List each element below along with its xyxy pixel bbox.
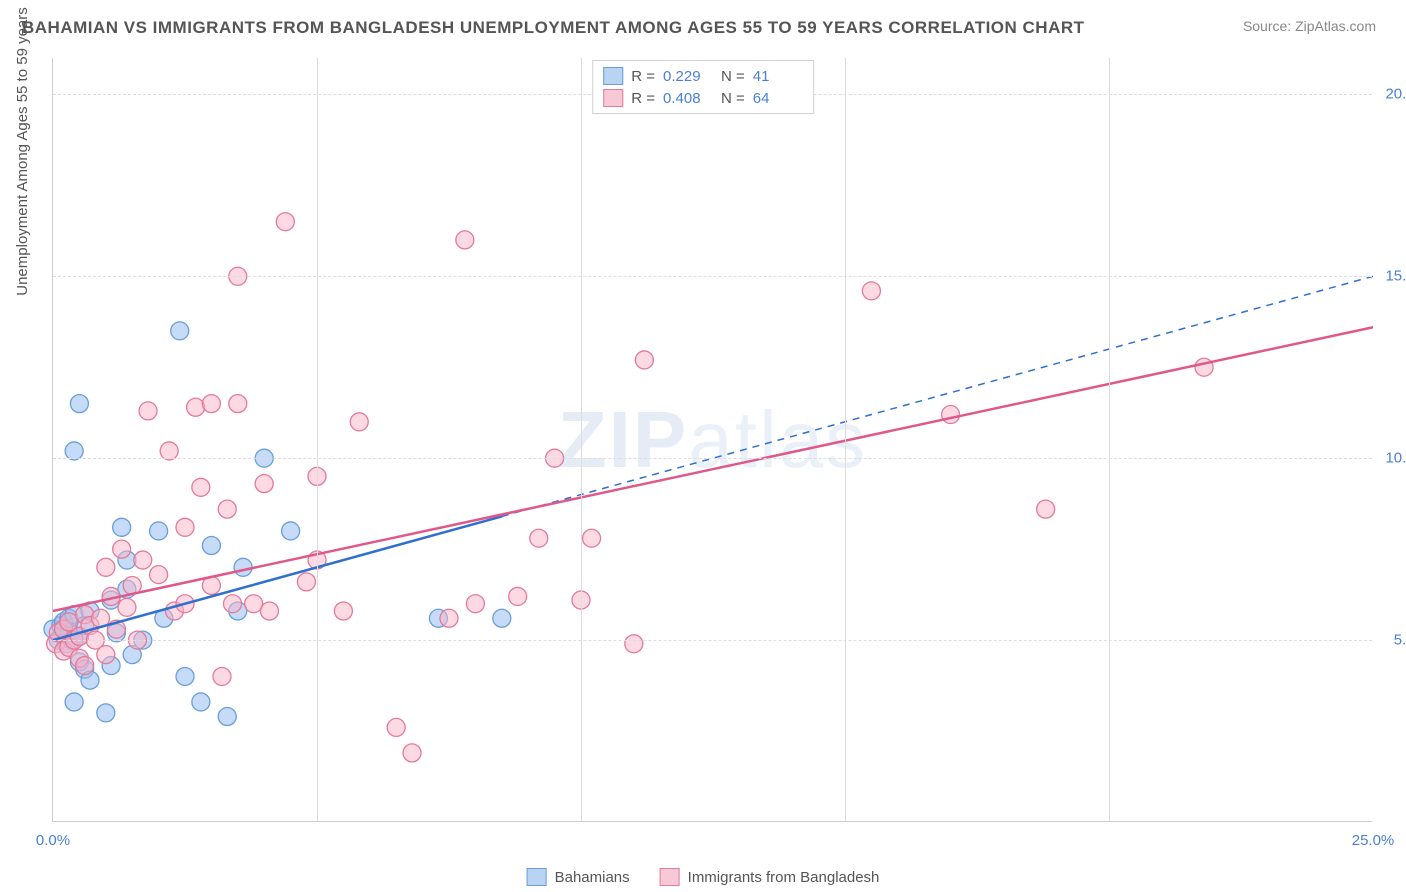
- data-point: [282, 522, 300, 540]
- gridline-v: [1109, 58, 1110, 821]
- data-point: [625, 635, 643, 653]
- data-point: [139, 402, 157, 420]
- swatch-icon: [527, 868, 547, 886]
- data-point: [187, 398, 205, 416]
- gridline-v: [845, 58, 846, 821]
- gridline-h: [53, 276, 1372, 277]
- data-point: [942, 406, 960, 424]
- data-point: [403, 744, 421, 762]
- stat-n-label: N =: [721, 90, 745, 107]
- data-point: [97, 558, 115, 576]
- data-point: [334, 602, 352, 620]
- data-point: [387, 718, 405, 736]
- x-tick-label: 0.0%: [36, 832, 70, 849]
- data-point: [456, 231, 474, 249]
- y-tick-label: 10.0%: [1385, 450, 1406, 467]
- stat-n-value: 41: [753, 68, 803, 85]
- data-point: [440, 609, 458, 627]
- plot-svg: [53, 58, 1372, 821]
- data-point: [118, 598, 136, 616]
- data-point: [113, 518, 131, 536]
- stat-n-value: 64: [753, 90, 803, 107]
- stats-row: R = 0.408 N = 64: [603, 87, 803, 109]
- data-point: [276, 213, 294, 231]
- data-point: [530, 529, 548, 547]
- stat-r-label: R =: [631, 90, 655, 107]
- y-tick-label: 20.0%: [1385, 86, 1406, 103]
- data-point: [97, 704, 115, 722]
- data-point: [97, 646, 115, 664]
- data-point: [583, 529, 601, 547]
- gridline-h: [53, 458, 1372, 459]
- data-point: [862, 282, 880, 300]
- data-point: [65, 693, 83, 711]
- chart-title: BAHAMIAN VS IMMIGRANTS FROM BANGLADESH U…: [22, 18, 1085, 38]
- legend-label: Bahamians: [555, 869, 630, 886]
- y-tick-label: 5.0%: [1394, 632, 1406, 649]
- series-legend: Bahamians Immigrants from Bangladesh: [527, 868, 880, 886]
- stat-n-label: N =: [721, 68, 745, 85]
- data-point: [1037, 500, 1055, 518]
- legend-item: Immigrants from Bangladesh: [660, 868, 880, 886]
- data-point: [635, 351, 653, 369]
- data-point: [218, 500, 236, 518]
- data-point: [176, 518, 194, 536]
- data-point: [176, 667, 194, 685]
- stat-r-value: 0.408: [663, 90, 713, 107]
- stat-r-value: 0.229: [663, 68, 713, 85]
- stat-r-label: R =: [631, 68, 655, 85]
- data-point: [192, 693, 210, 711]
- data-point: [202, 537, 220, 555]
- swatch-icon: [603, 67, 623, 85]
- data-point: [297, 573, 315, 591]
- data-point: [213, 667, 231, 685]
- x-tick-label: 25.0%: [1352, 832, 1395, 849]
- data-point: [171, 322, 189, 340]
- data-point: [113, 540, 131, 558]
- data-point: [229, 395, 247, 413]
- trend-line-dashed: [502, 276, 1373, 516]
- data-point: [192, 478, 210, 496]
- data-point: [150, 522, 168, 540]
- data-point: [224, 595, 242, 613]
- legend-item: Bahamians: [527, 868, 630, 886]
- y-tick-label: 15.0%: [1385, 268, 1406, 285]
- legend-label: Immigrants from Bangladesh: [688, 869, 880, 886]
- trend-line: [53, 327, 1373, 611]
- data-point: [218, 707, 236, 725]
- data-point: [493, 609, 511, 627]
- source-label: Source: ZipAtlas.com: [1243, 18, 1376, 34]
- data-point: [255, 475, 273, 493]
- data-point: [76, 657, 94, 675]
- gridline-v: [317, 58, 318, 821]
- data-point: [260, 602, 278, 620]
- data-point: [466, 595, 484, 613]
- stats-legend: R = 0.229 N = 41 R = 0.408 N = 64: [592, 60, 814, 114]
- gridline-h: [53, 640, 1372, 641]
- data-point: [509, 587, 527, 605]
- swatch-icon: [660, 868, 680, 886]
- data-point: [202, 395, 220, 413]
- data-point: [150, 566, 168, 584]
- data-point: [70, 395, 88, 413]
- data-point: [350, 413, 368, 431]
- stats-row: R = 0.229 N = 41: [603, 65, 803, 87]
- swatch-icon: [603, 89, 623, 107]
- y-axis-label: Unemployment Among Ages 55 to 59 years: [14, 7, 31, 296]
- chart-plot-area: ZIPatlas 5.0%10.0%15.0%20.0%0.0%25.0%: [52, 58, 1372, 822]
- data-point: [234, 558, 252, 576]
- data-point: [134, 551, 152, 569]
- gridline-v: [581, 58, 582, 821]
